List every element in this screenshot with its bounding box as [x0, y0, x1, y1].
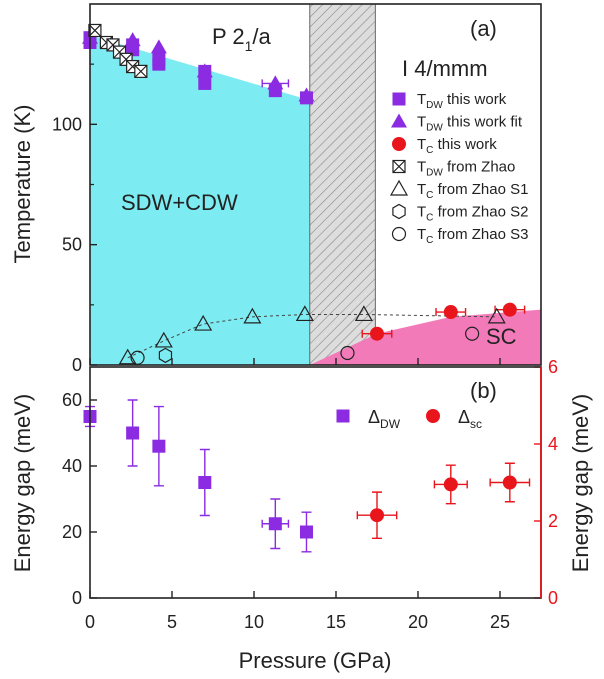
point-a-s0-6: [198, 76, 212, 90]
b-ytick-label-40: 40: [62, 456, 82, 476]
a-ytick-label-0: 0: [72, 355, 82, 375]
legend-a-text-0: TDW this work: [417, 91, 507, 111]
legend-a-marker-5: [392, 203, 406, 220]
legend-b-text-1: Δsc: [458, 407, 482, 431]
point-a-s1-1: [124, 32, 141, 47]
point-a-s1-2: [150, 39, 167, 54]
sdw-cdw-region: [90, 35, 310, 365]
point-a-s2-0: [370, 326, 384, 341]
point-a-s3-6: [134, 64, 148, 78]
point-a-s6-2: [465, 326, 480, 341]
legend-a-text-5: TC from Zhao S2: [417, 204, 528, 224]
b-ytick-label-20: 20: [62, 522, 82, 542]
b-xtick-label-10: 10: [244, 612, 264, 632]
panel-b-legend: ΔDW Δsc: [336, 407, 482, 431]
point-a-s1-4: [267, 75, 284, 90]
legend-b-text-0: ΔDW: [368, 407, 401, 431]
a-ytick-label-50: 50: [62, 235, 82, 255]
b-xtick-label-25: 25: [490, 612, 510, 632]
point-b-s0-4: [268, 517, 282, 531]
point-a-s4-6: [487, 307, 506, 324]
legend-a-marker-6: [391, 226, 407, 242]
sc-region: [309, 309, 541, 365]
b-ytick-right-label-6: 6: [548, 357, 558, 377]
point-a-s1-5: [298, 87, 315, 102]
b-ytick-right-label-2: 2: [548, 511, 558, 531]
point-a-s4-1: [154, 331, 173, 348]
legend-b-marker-0: [336, 409, 350, 423]
b-xtick-label-15: 15: [326, 612, 346, 632]
legend-a-marker-3: [392, 159, 406, 174]
panel-b-ylabel-right: Energy gap (meV): [568, 394, 593, 573]
point-a-s3-0: [88, 23, 102, 38]
point-a-s5-0: [158, 347, 173, 364]
legend-a-text-6: TC from Zhao S3: [417, 226, 528, 246]
phase-label-sdw: SDW+CDW: [121, 190, 238, 215]
legend-a-text-2: TC this work: [417, 136, 497, 156]
b-xtick-label-0: 0: [85, 612, 95, 632]
panel-a-label: (a): [470, 16, 497, 41]
b-ytick-right-label-0: 0: [548, 588, 558, 608]
legend-a-marker-2: [392, 137, 406, 151]
b-xtick-label-20: 20: [408, 612, 428, 632]
panel-a-frame: [89, 3, 542, 366]
x-axis-label: Pressure (GPa): [239, 648, 392, 673]
point-b-s1-0: [370, 508, 384, 523]
point-a-s4-5: [354, 305, 373, 322]
point-a-s6-1: [340, 345, 355, 361]
point-a-s1-3: [196, 63, 213, 78]
point-a-s2-1: [443, 305, 458, 320]
point-a-s4-2: [194, 314, 213, 331]
legend-a-marker-4: [389, 179, 409, 196]
panel-b-ylabel-left: Energy gap (meV): [10, 394, 35, 573]
phase-label-sc: SC: [486, 324, 517, 349]
phase-label-high: I 4/mmm: [402, 56, 488, 81]
b-ytick-label-0: 0: [72, 588, 82, 608]
legend-a-text-4: TC from Zhao S1: [417, 181, 528, 201]
phase-label-low: P 21/a: [212, 24, 272, 54]
point-a-s4-3: [243, 307, 262, 324]
legend-a-text-1: TDW this work fit: [417, 114, 523, 134]
b-ytick-right-label-4: 4: [548, 434, 558, 454]
legend-a-text-3: TDW from Zhao: [417, 159, 515, 179]
b-xtick-label-5: 5: [167, 612, 177, 632]
point-b-s0-1: [126, 426, 140, 440]
legend-a-marker-0: [392, 92, 406, 106]
point-b-s0-2: [152, 439, 166, 453]
transition-hatch-region: [309, 4, 376, 365]
errorbar: [261, 79, 290, 88]
point-b-s0-3: [198, 476, 212, 489]
point-a-s2-2: [502, 302, 517, 317]
point-a-s4-4: [295, 305, 314, 322]
point-b-s1-1: [443, 477, 458, 492]
legend-a-marker-1: [391, 113, 407, 128]
point-a-s0-5: [152, 52, 166, 66]
legend-b-marker-1: [426, 409, 440, 423]
point-b-s0-5: [299, 525, 313, 539]
a-ytick-label-100: 100: [52, 114, 82, 134]
panel-a-ylabel: Temperature (K): [10, 105, 35, 264]
panel-b-label: (b): [470, 378, 497, 403]
point-b-s1-2: [502, 475, 517, 490]
b-ytick-label-60: 60: [62, 390, 82, 410]
zhao-tc-line: [127, 313, 497, 359]
